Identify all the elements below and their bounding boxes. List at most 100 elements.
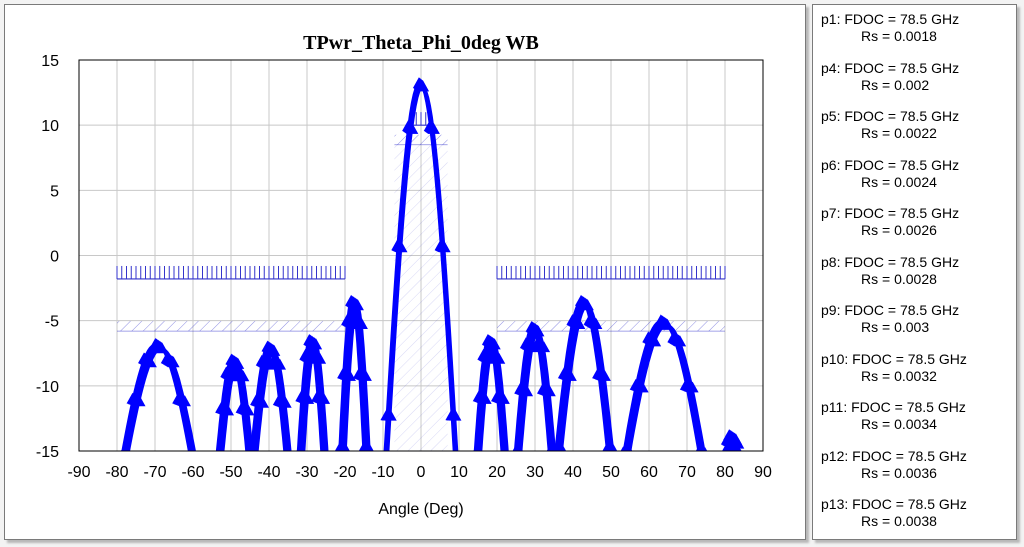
series-marker	[734, 466, 744, 475]
series-marker	[609, 444, 618, 451]
legend-series-label: p6: FDOC = 78.5 GHz	[821, 156, 960, 173]
series-marker	[252, 452, 262, 461]
series-marker	[321, 449, 324, 451]
series-marker	[288, 450, 289, 451]
series-marker	[506, 449, 508, 451]
series-marker	[144, 356, 157, 368]
mask-hatch	[394, 134, 448, 145]
series-marker	[124, 450, 126, 451]
x-axis-label: Angle (Deg)	[378, 501, 463, 518]
series-marker	[507, 450, 509, 451]
x-tick-label: -90	[67, 464, 90, 481]
series-marker	[121, 450, 123, 451]
series-marker	[475, 449, 478, 451]
series-marker	[326, 450, 328, 451]
series-marker	[303, 450, 305, 451]
series-marker	[351, 299, 364, 311]
series-marker	[501, 449, 504, 451]
series-marker	[734, 466, 744, 475]
chart-title: TPwr_Theta_Phi_0deg WB	[303, 32, 539, 54]
series-marker	[299, 449, 301, 451]
series-marker	[211, 454, 221, 463]
series-marker	[590, 318, 603, 329]
legend-series-label: p5: FDOC = 78.5 GHz	[821, 108, 960, 124]
series-marker	[262, 358, 275, 370]
series-marker	[216, 454, 226, 463]
series-marker	[302, 450, 305, 451]
series-marker	[473, 449, 476, 451]
series-marker	[488, 338, 501, 350]
series-marker	[189, 450, 191, 451]
series-marker	[417, 80, 430, 92]
x-tick-label: 0	[417, 464, 426, 481]
series-marker	[248, 454, 258, 463]
series-marker	[286, 450, 287, 451]
x-tick-label: -10	[371, 464, 394, 481]
series-marker	[598, 370, 611, 381]
series-marker	[558, 444, 567, 451]
x-tick-label: -80	[105, 464, 128, 481]
series-marker	[739, 448, 742, 451]
legend-rs-label: Rs = 0.0038	[861, 513, 937, 529]
series-marker	[636, 381, 649, 393]
series-marker	[526, 341, 539, 353]
legend-entry-p6: p6: FDOC = 78.5 GHz Rs = 0.0024	[821, 157, 1011, 191]
series-marker	[284, 450, 286, 451]
series-marker	[310, 338, 323, 350]
series-marker	[320, 449, 323, 451]
series-marker	[395, 241, 408, 253]
x-tick-label: -60	[181, 464, 204, 481]
series-marker	[123, 450, 125, 451]
series-marker	[212, 454, 222, 463]
series-marker	[479, 393, 492, 404]
series-marker	[193, 450, 194, 451]
series-marker	[301, 449, 303, 451]
series-marker	[300, 449, 303, 451]
series-marker	[649, 335, 662, 347]
series-marker	[302, 449, 304, 451]
series-marker	[287, 450, 289, 451]
x-tick-label: 90	[754, 464, 772, 481]
chart-svg: TPwr_Theta_Phi_0deg WB Angle (Deg) -90 -8…	[36, 32, 772, 518]
x-tick-label: 70	[678, 464, 696, 481]
series-lobe	[387, 85, 459, 451]
series-marker	[250, 450, 252, 451]
series-marker	[227, 370, 240, 382]
legend-entry-p8: p8: FDOC = 78.5 GHz Rs = 0.0028	[821, 254, 1011, 288]
series-marker	[427, 123, 440, 134]
series-marker	[133, 395, 146, 407]
series-marker	[195, 450, 196, 451]
series-marker	[243, 454, 253, 463]
series-marker	[365, 444, 374, 451]
x-tick-label: -20	[333, 464, 356, 481]
series-marker	[244, 454, 254, 463]
series-marker	[581, 299, 594, 311]
series-marker	[500, 449, 503, 451]
series-marker	[686, 381, 699, 393]
series-marker	[247, 454, 257, 463]
series-marker	[297, 449, 300, 451]
series-marker	[322, 449, 325, 451]
legend-rs-label: Rs = 0.0022	[861, 125, 937, 141]
legend-rs-label: Rs = 0.0024	[861, 173, 937, 190]
legend-series-label: p13: FDOC = 78.5 GHz	[821, 496, 967, 512]
series-marker	[326, 449, 328, 451]
series-marker	[273, 358, 287, 370]
series-marker	[214, 454, 224, 463]
series-marker	[480, 450, 482, 451]
series-marker	[733, 466, 743, 475]
series-marker	[538, 341, 551, 353]
series-marker	[502, 449, 504, 451]
legend-entry-p9: p9: FDOC = 78.5 GHz Rs = 0.003	[821, 302, 1011, 336]
series-marker	[359, 370, 372, 381]
series-lobe	[520, 330, 557, 451]
series-marker	[256, 396, 269, 408]
series-marker	[438, 241, 451, 253]
legend-rs-label: Rs = 0.0034	[861, 416, 937, 432]
series-marker	[289, 450, 290, 451]
series-marker	[479, 450, 481, 451]
series-marker	[477, 449, 479, 451]
series-marker	[355, 318, 368, 329]
series-lobe	[303, 343, 329, 451]
x-tick-label: -40	[257, 464, 280, 481]
